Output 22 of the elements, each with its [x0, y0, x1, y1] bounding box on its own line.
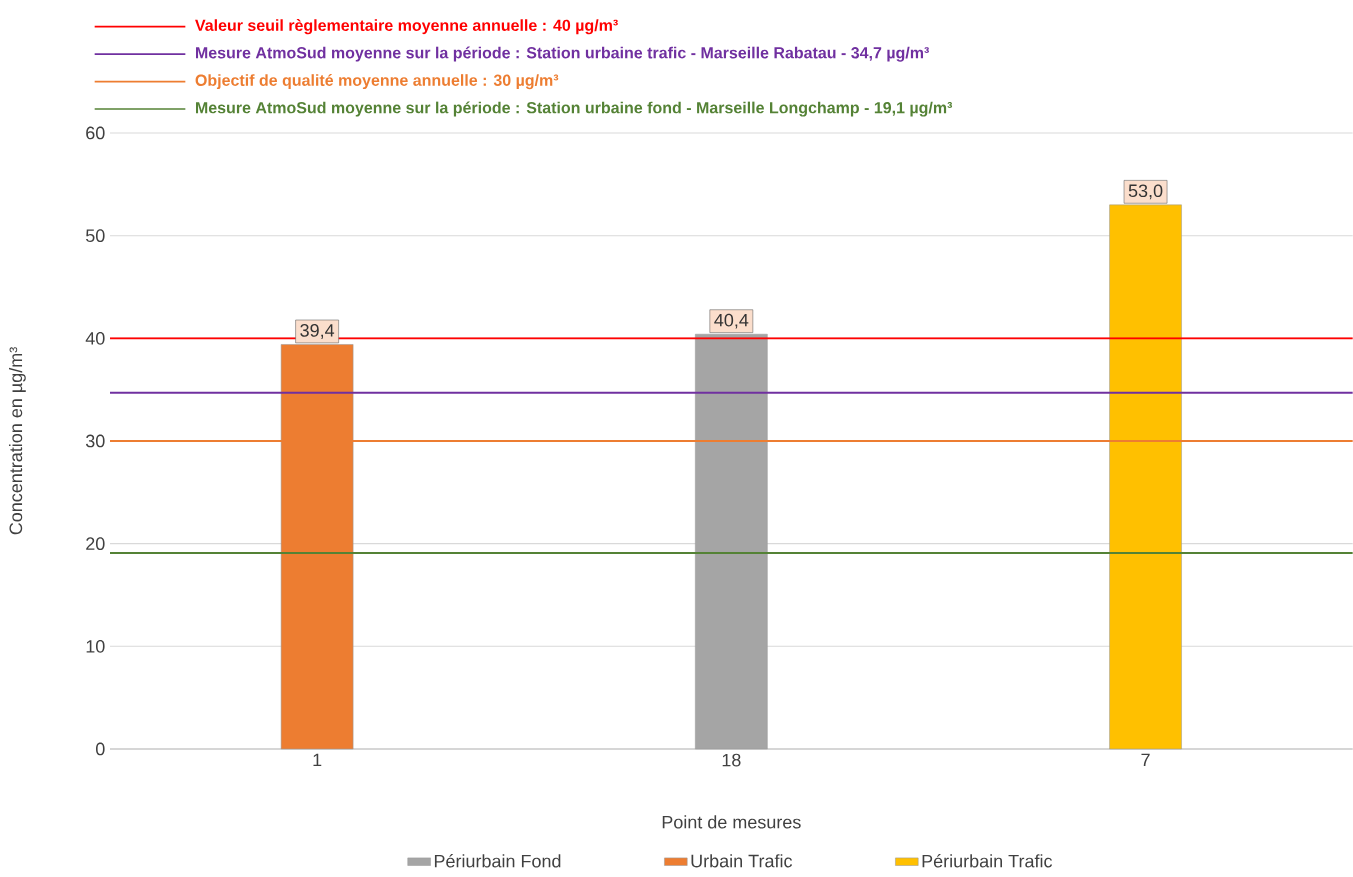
y-tick-label: 60 [86, 126, 105, 140]
y-tick-label: 0 [96, 742, 105, 756]
ref-line-label: Valeur seuil règlementaire moyenne annuelle : 40 µg/m³ [195, 19, 618, 35]
ref-line-label: Objectif de qualité moyenne annuelle : 30 µg/m³ [195, 74, 559, 90]
y-tick-label: 10 [86, 639, 105, 653]
legend-label: Périurbain Trafic [922, 854, 1053, 868]
legend-label: Urbain Trafic [691, 854, 793, 868]
x-axis-title: Point de mesures [662, 815, 801, 829]
ref-line-label: Mesure AtmoSud moyenne sur la période : Station urbaine trafic - Marseille Rabatau - 34,7 µg/m³ [196, 46, 929, 62]
ref-line-label: Mesure AtmoSud moyenne sur la période : Station urbaine fond - Marseille Longchamp - 19,1 µg/m³ [196, 101, 953, 117]
y-tick-label: 40 [85, 331, 105, 345]
x-tick-label: 1 [313, 753, 322, 767]
data-label: 39,4 [300, 324, 335, 339]
x-tick-label: 7 [1141, 753, 1150, 767]
data-label: 40,4 [714, 313, 749, 329]
y-axis-title: Concentration en µg/m³ [8, 347, 26, 535]
legend-label: Périurbain Fond [434, 854, 561, 868]
x-tick-label: 18 [722, 753, 741, 767]
y-tick-label: 20 [86, 537, 105, 551]
y-tick-label: 30 [85, 434, 105, 448]
y-tick-label: 50 [85, 229, 105, 243]
data-label: 53,0 [1128, 184, 1163, 200]
